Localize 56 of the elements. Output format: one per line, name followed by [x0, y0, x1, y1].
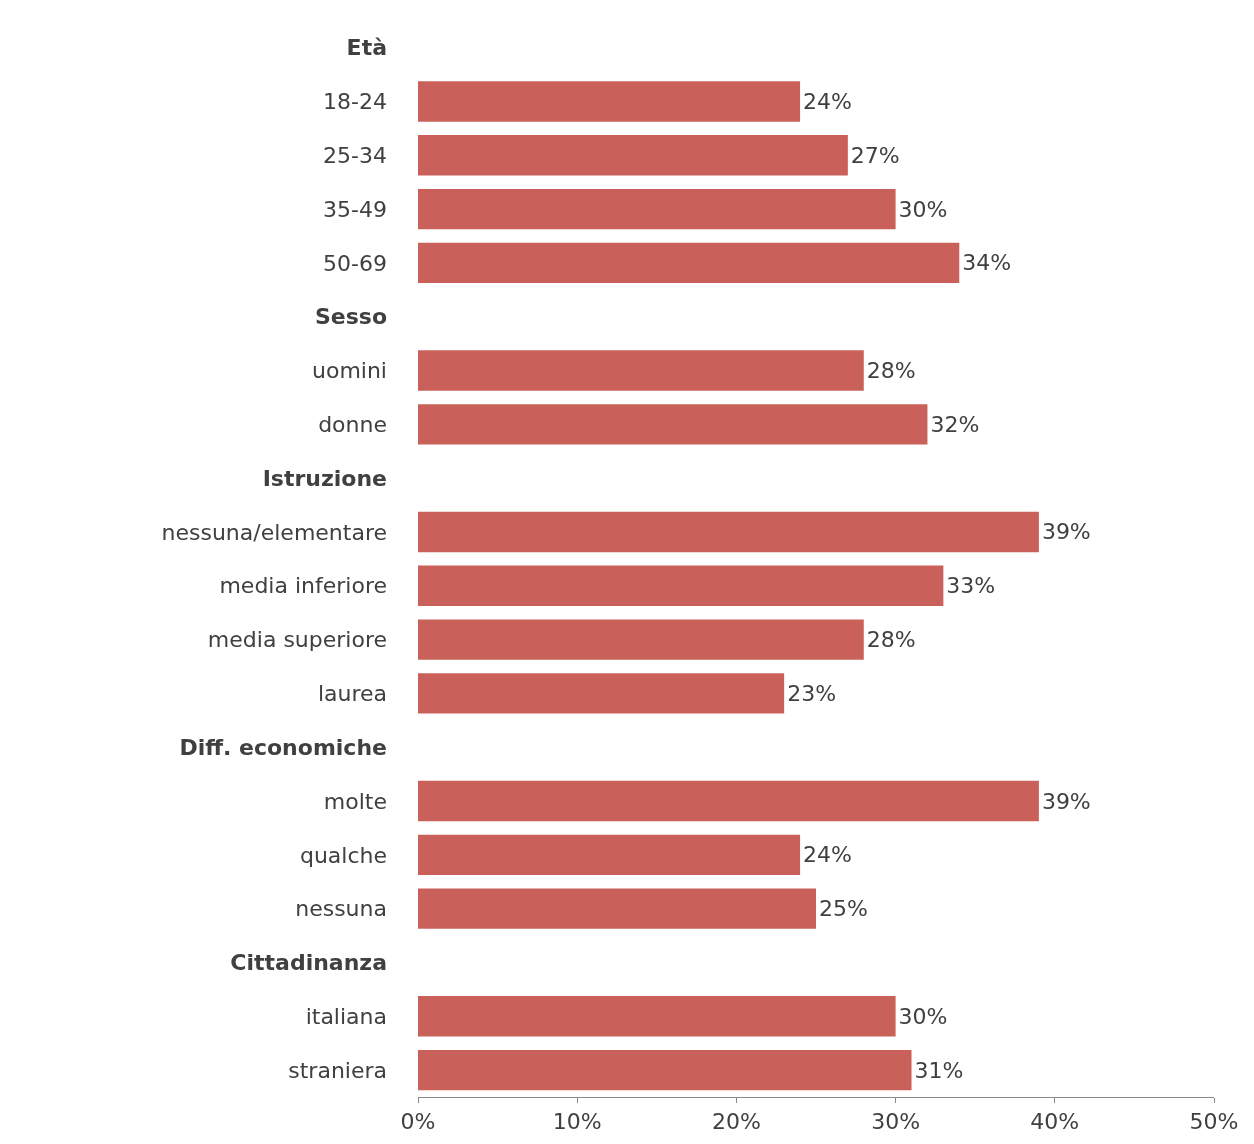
x-tick-label: 30% — [871, 1109, 921, 1135]
data-label: 34% — [962, 250, 1012, 276]
y-tick-label: uomini — [311, 358, 387, 384]
y-tick-label: laurea — [317, 681, 387, 707]
y-tick-label: italiana — [305, 1003, 387, 1029]
data-label: 28% — [866, 627, 916, 653]
bar — [418, 780, 1039, 822]
data-label: 31% — [914, 1057, 964, 1083]
y-tick-label: Sesso — [314, 304, 387, 330]
data-label: 24% — [803, 88, 852, 114]
y-tick-label: 18-24 — [323, 89, 387, 115]
bar — [418, 350, 864, 391]
y-tick-label: 25-34 — [323, 142, 387, 168]
data-label: 27% — [850, 142, 900, 168]
y-tick-label: Istruzione — [262, 465, 387, 491]
y-tick-label: straniera — [288, 1057, 387, 1083]
bar — [418, 511, 1039, 553]
y-tick-label: nessuna/elementare — [161, 519, 387, 545]
data-label: 39% — [1041, 788, 1091, 814]
y-tick-label: Cittadinanza — [230, 950, 387, 976]
data-label: 32% — [930, 411, 980, 437]
bar — [418, 188, 896, 230]
y-tick-label: media inferiore — [219, 573, 387, 599]
x-tick-label: 10% — [552, 1109, 602, 1135]
x-tick-label: 40% — [1030, 1109, 1080, 1135]
y-tick-label: media superiore — [207, 627, 387, 653]
data-label: 28% — [866, 358, 916, 384]
data-label: 24% — [803, 842, 852, 868]
x-tick-label: 50% — [1189, 1109, 1239, 1135]
x-tick-label: 0% — [400, 1109, 436, 1135]
bar — [418, 619, 864, 660]
bar — [418, 834, 801, 876]
y-tick-label: qualche — [299, 842, 387, 868]
bar — [418, 888, 816, 929]
bar — [418, 565, 944, 606]
data-label: 30% — [898, 196, 948, 222]
bar — [418, 81, 801, 122]
y-tick-label: Diff. economiche — [179, 734, 387, 760]
y-tick-label: nessuna — [295, 896, 387, 922]
bar — [418, 242, 960, 284]
y-tick-label: donne — [318, 412, 387, 438]
y-tick-label: Età — [346, 35, 387, 61]
y-tick-label: 50-69 — [323, 250, 387, 276]
bar — [418, 1049, 912, 1091]
bar — [418, 404, 928, 445]
data-label: 30% — [898, 1003, 948, 1029]
bar — [418, 135, 848, 176]
y-tick-label: 35-49 — [323, 196, 387, 222]
y-tick-label: molte — [323, 788, 387, 814]
data-label: 25% — [819, 896, 868, 922]
data-label: 39% — [1041, 519, 1091, 545]
data-label: 33% — [946, 573, 996, 599]
data-label: 23% — [787, 680, 837, 706]
bar — [418, 996, 896, 1037]
x-tick-label: 20% — [711, 1109, 761, 1135]
bar — [418, 673, 785, 714]
